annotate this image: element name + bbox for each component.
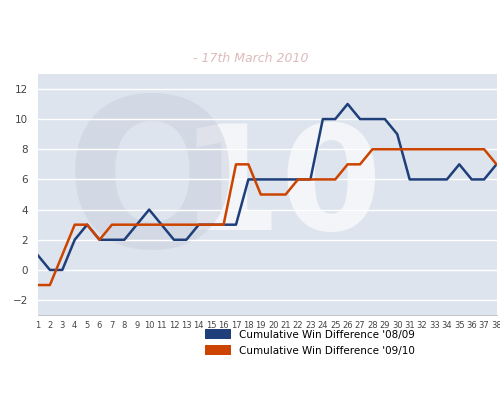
Text: - 17th March 2010: - 17th March 2010 <box>189 52 308 65</box>
Text: astonvillacentral.com: astonvillacentral.com <box>382 379 488 389</box>
Text: 10: 10 <box>180 119 382 260</box>
Text: 2008/09 vs 2009/10: 2008/09 vs 2009/10 <box>6 52 144 65</box>
Legend: Cumulative Win Difference '08/09, Cumulative Win Difference '09/10: Cumulative Win Difference '08/09, Cumula… <box>200 324 420 360</box>
Text: O: O <box>65 90 240 290</box>
Text: Aston Villa Cumulative Win Difference: Aston Villa Cumulative Win Difference <box>6 16 352 31</box>
